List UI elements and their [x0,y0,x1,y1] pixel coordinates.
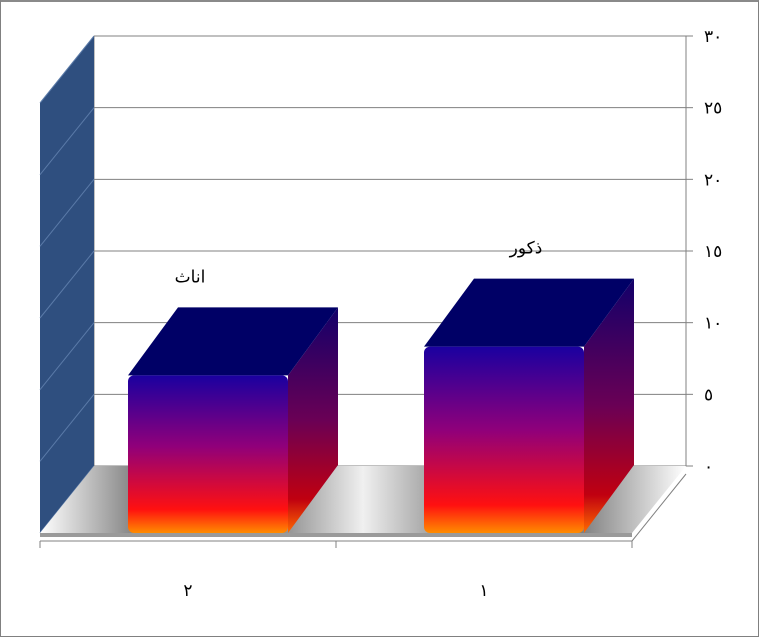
x-tick-label: ١ [479,581,488,601]
bar-top [424,278,634,347]
bar-front [424,346,584,533]
bar-side [584,278,634,533]
side-wall-gridline [39,322,95,390]
side-wall-gridline [39,107,95,175]
y-tick-label: ٠ [704,457,713,477]
side-wall-gridline [39,179,95,247]
y-tick-label: ١٠ [704,314,722,334]
labels: اناث ذكور [175,239,543,288]
bar-side [288,307,338,533]
x-axis-depth-line [631,473,687,542]
y-tick-label: ١٥ [704,242,722,262]
data-label: اناث [175,267,206,287]
y-tick-label: ٣٠ [704,27,722,47]
chart-floor-edge [40,533,632,537]
side-wall-gridline [39,394,95,462]
bars [128,278,634,533]
side-wall-gridline [39,35,95,104]
bar [424,278,634,533]
data-label: ذكور [509,239,543,259]
bar-top [128,307,338,376]
side-wall-gridline [39,250,95,319]
y-tick-label: ٥ [704,385,713,405]
y-tick-label: ٢٥ [704,99,722,119]
y-tick-label: ٢٠ [704,170,722,190]
side-wall [39,35,95,534]
x-tick-label: ٢ [183,581,192,601]
bar-front [128,375,288,533]
bar [128,307,338,533]
y-ticks: ٠ ٥ ١٠ ١٥ ٢٠ ٢٥ ٣٠ [686,27,722,477]
